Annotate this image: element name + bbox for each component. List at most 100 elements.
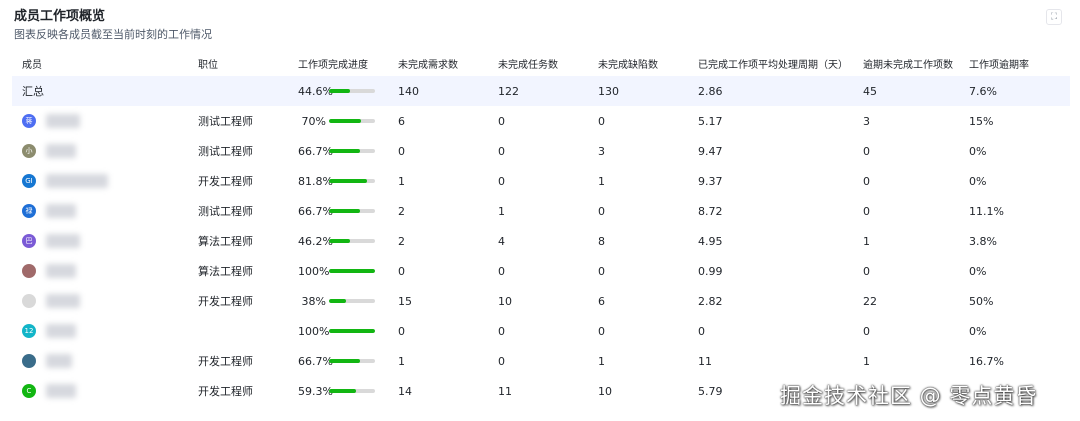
progress-bar-fill bbox=[329, 239, 351, 243]
open-tasks-cell: 10 bbox=[498, 294, 512, 308]
progress-bar bbox=[329, 239, 375, 243]
header-open-defects[interactable]: 未完成缺陷数 bbox=[598, 59, 658, 71]
overdue-cell: 0 bbox=[863, 324, 870, 338]
progress-text: 44.6% bbox=[298, 84, 333, 98]
overdue-rate-cell: 11.1% bbox=[969, 204, 1004, 218]
role-cell bbox=[188, 316, 288, 346]
table-row[interactable]: 蒋 测试工程师 70% 6 0 0 5.17 3 15% bbox=[12, 106, 1070, 136]
table-row[interactable]: 禄 测试工程师 66.7% 2 1 0 8.72 0 11.1% bbox=[12, 196, 1070, 226]
header-overdue[interactable]: 逾期未完成工作项数 bbox=[863, 59, 953, 71]
header-progress[interactable]: 工作项完成进度 bbox=[298, 59, 368, 71]
open-defects-cell: 0 bbox=[598, 264, 605, 278]
open-tasks-cell: 0 bbox=[498, 354, 505, 368]
table-row[interactable]: 算法工程师 100% 0 0 0 0.99 0 0% bbox=[12, 256, 1070, 286]
open-tasks-cell: 0 bbox=[498, 114, 505, 128]
header-overdue-rate[interactable]: 工作项逾期率 bbox=[969, 59, 1029, 71]
avatar[interactable]: 蒋 bbox=[22, 114, 36, 128]
open-defects-cell: 0 bbox=[598, 114, 605, 128]
role-cell: 开发工程师 bbox=[198, 385, 253, 398]
avatar[interactable] bbox=[22, 354, 36, 368]
open-requirements-cell: 0 bbox=[398, 144, 405, 158]
open-tasks-cell: 11 bbox=[498, 384, 512, 398]
overdue-rate-cell: 0% bbox=[969, 174, 987, 188]
overdue-cell: 0 bbox=[863, 264, 870, 278]
overdue-cell: 22 bbox=[863, 294, 877, 308]
progress-text: 66.7% bbox=[298, 204, 333, 218]
progress-bar-fill bbox=[329, 359, 360, 363]
table-row[interactable]: C 开发工程师 59.3% 14 11 10 5.79 bbox=[12, 376, 1070, 406]
avatar[interactable]: GI bbox=[22, 174, 36, 188]
summary-open-tasks: 122 bbox=[488, 76, 588, 106]
table-row[interactable]: 12 100% 0 0 0 0 0 0% bbox=[12, 316, 1070, 346]
summary-label: 汇总 bbox=[12, 76, 188, 106]
header-open-requirements[interactable]: 未完成需求数 bbox=[398, 59, 458, 71]
progress-bar-fill bbox=[329, 89, 350, 93]
member-name-redacted bbox=[46, 354, 72, 368]
table-row[interactable]: 开发工程师 66.7% 1 0 1 11 1 16.7% bbox=[12, 346, 1070, 376]
member-name-redacted bbox=[46, 234, 80, 248]
role-cell: 测试工程师 bbox=[198, 145, 253, 158]
overdue-cell: 0 bbox=[863, 204, 870, 218]
header-role[interactable]: 职位 bbox=[198, 59, 218, 71]
header-member[interactable]: 成员 bbox=[22, 59, 42, 71]
avg-cycle-cell: 5.79 bbox=[698, 384, 723, 398]
member-work-table: 成员 职位 工作项完成进度 未完成需求数 未完成任务数 未完成缺陷数 已完成工作… bbox=[12, 50, 1070, 406]
avatar[interactable] bbox=[22, 264, 36, 278]
header-open-tasks[interactable]: 未完成任务数 bbox=[498, 59, 558, 71]
role-cell: 测试工程师 bbox=[198, 115, 253, 128]
role-cell: 测试工程师 bbox=[198, 205, 253, 218]
member-name-redacted bbox=[46, 174, 108, 188]
overdue-cell: 3 bbox=[863, 114, 870, 128]
role-cell: 算法工程师 bbox=[198, 265, 253, 278]
progress-cell: 66.7% bbox=[288, 136, 388, 166]
table-row[interactable]: 开发工程师 38% 15 10 6 2.82 22 50% bbox=[12, 286, 1070, 316]
overdue-rate-cell: 15% bbox=[969, 114, 994, 128]
avatar[interactable] bbox=[22, 294, 36, 308]
summary-progress: 44.6% bbox=[288, 76, 388, 106]
overdue-cell: 0 bbox=[863, 174, 870, 188]
open-defects-cell: 1 bbox=[598, 354, 605, 368]
progress-cell: 100% bbox=[288, 316, 388, 346]
open-defects-cell: 1 bbox=[598, 174, 605, 188]
progress-bar-fill bbox=[329, 269, 375, 273]
progress-cell: 100% bbox=[288, 256, 388, 286]
member-name-redacted bbox=[46, 204, 76, 218]
overdue-rate-cell: 0% bbox=[969, 324, 987, 338]
member-cell: 蒋 bbox=[12, 106, 188, 136]
overdue-cell: 1 bbox=[863, 354, 870, 368]
progress-bar-fill bbox=[329, 179, 367, 183]
panel-header: 成员工作项概览 图表反映各成员截至当前时刻的工作情况 bbox=[14, 8, 212, 42]
avatar[interactable]: 小 bbox=[22, 144, 36, 158]
progress-bar bbox=[329, 119, 375, 123]
progress-cell: 66.7% bbox=[288, 196, 388, 226]
avatar[interactable]: 巴 bbox=[22, 234, 36, 248]
open-requirements-cell: 1 bbox=[398, 354, 405, 368]
avg-cycle-cell: 11 bbox=[698, 354, 712, 368]
open-requirements-cell: 1 bbox=[398, 174, 405, 188]
summary-avg-cycle: 2.86 bbox=[688, 76, 853, 106]
overdue-rate-cell: 16.7% bbox=[969, 354, 1004, 368]
avg-cycle-cell: 4.95 bbox=[698, 234, 723, 248]
panel-subtitle: 图表反映各成员截至当前时刻的工作情况 bbox=[14, 28, 212, 41]
member-cell bbox=[12, 286, 188, 316]
role-cell: 算法工程师 bbox=[198, 235, 253, 248]
avatar[interactable]: 12 bbox=[22, 324, 36, 338]
member-name-redacted bbox=[46, 114, 80, 128]
progress-bar bbox=[329, 149, 375, 153]
watermark: 掘金技术社区 @ 零点黄昏 bbox=[780, 384, 1038, 408]
progress-bar-fill bbox=[329, 389, 357, 393]
avatar[interactable]: C bbox=[22, 384, 36, 398]
table-row[interactable]: GI 开发工程师 81.8% 1 0 1 9.37 0 0% bbox=[12, 166, 1070, 196]
open-defects-cell: 0 bbox=[598, 204, 605, 218]
header-avg-cycle[interactable]: 已完成工作项平均处理周期（天） bbox=[698, 59, 848, 71]
open-defects-cell: 0 bbox=[598, 324, 605, 338]
table-row[interactable]: 巴 算法工程师 46.2% 2 4 8 4.95 1 3.8% bbox=[12, 226, 1070, 256]
progress-bar-fill bbox=[329, 329, 375, 333]
progress-text: 66.7% bbox=[298, 144, 333, 158]
member-name-redacted bbox=[46, 324, 76, 338]
fullscreen-button[interactable]: ⛶ bbox=[1046, 9, 1062, 25]
table-row[interactable]: 小 测试工程师 66.7% 0 0 3 9.47 0 0% bbox=[12, 136, 1070, 166]
avatar[interactable]: 禄 bbox=[22, 204, 36, 218]
open-tasks-cell: 0 bbox=[498, 324, 505, 338]
member-cell: 小 bbox=[12, 136, 188, 166]
